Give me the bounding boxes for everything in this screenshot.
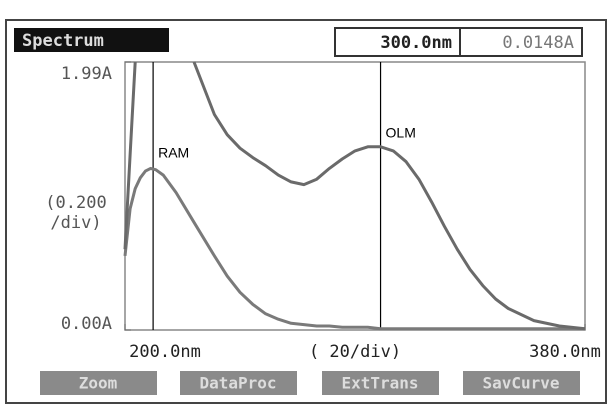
softkey-label[interactable]: DataProc (199, 374, 276, 393)
x-tick-label: 380.0nm (529, 342, 601, 362)
y-tick-label: 0.00A (61, 314, 112, 334)
y-division-label: (0.200/div) (45, 193, 106, 233)
annotation: OLM (386, 125, 416, 141)
softkey-label[interactable]: Zoom (79, 374, 118, 393)
device-screen: Spectrum 300.0nm 0.0148A (0.200/div) ( 2… (0, 0, 612, 409)
annotation: RAM (158, 145, 189, 161)
softkey-label[interactable]: SavCurve (482, 374, 559, 393)
y-tick-label: 1.99A (61, 64, 112, 84)
absorbance-readout: 0.0148A (502, 33, 574, 53)
softkey-label[interactable]: ExtTrans (341, 374, 418, 393)
x-division-label: ( 20/div) (309, 342, 401, 362)
x-tick-label: 200.0nm (129, 342, 201, 362)
screen-title: Spectrum (22, 31, 104, 51)
wavelength-readout: 300.0nm (380, 33, 452, 53)
